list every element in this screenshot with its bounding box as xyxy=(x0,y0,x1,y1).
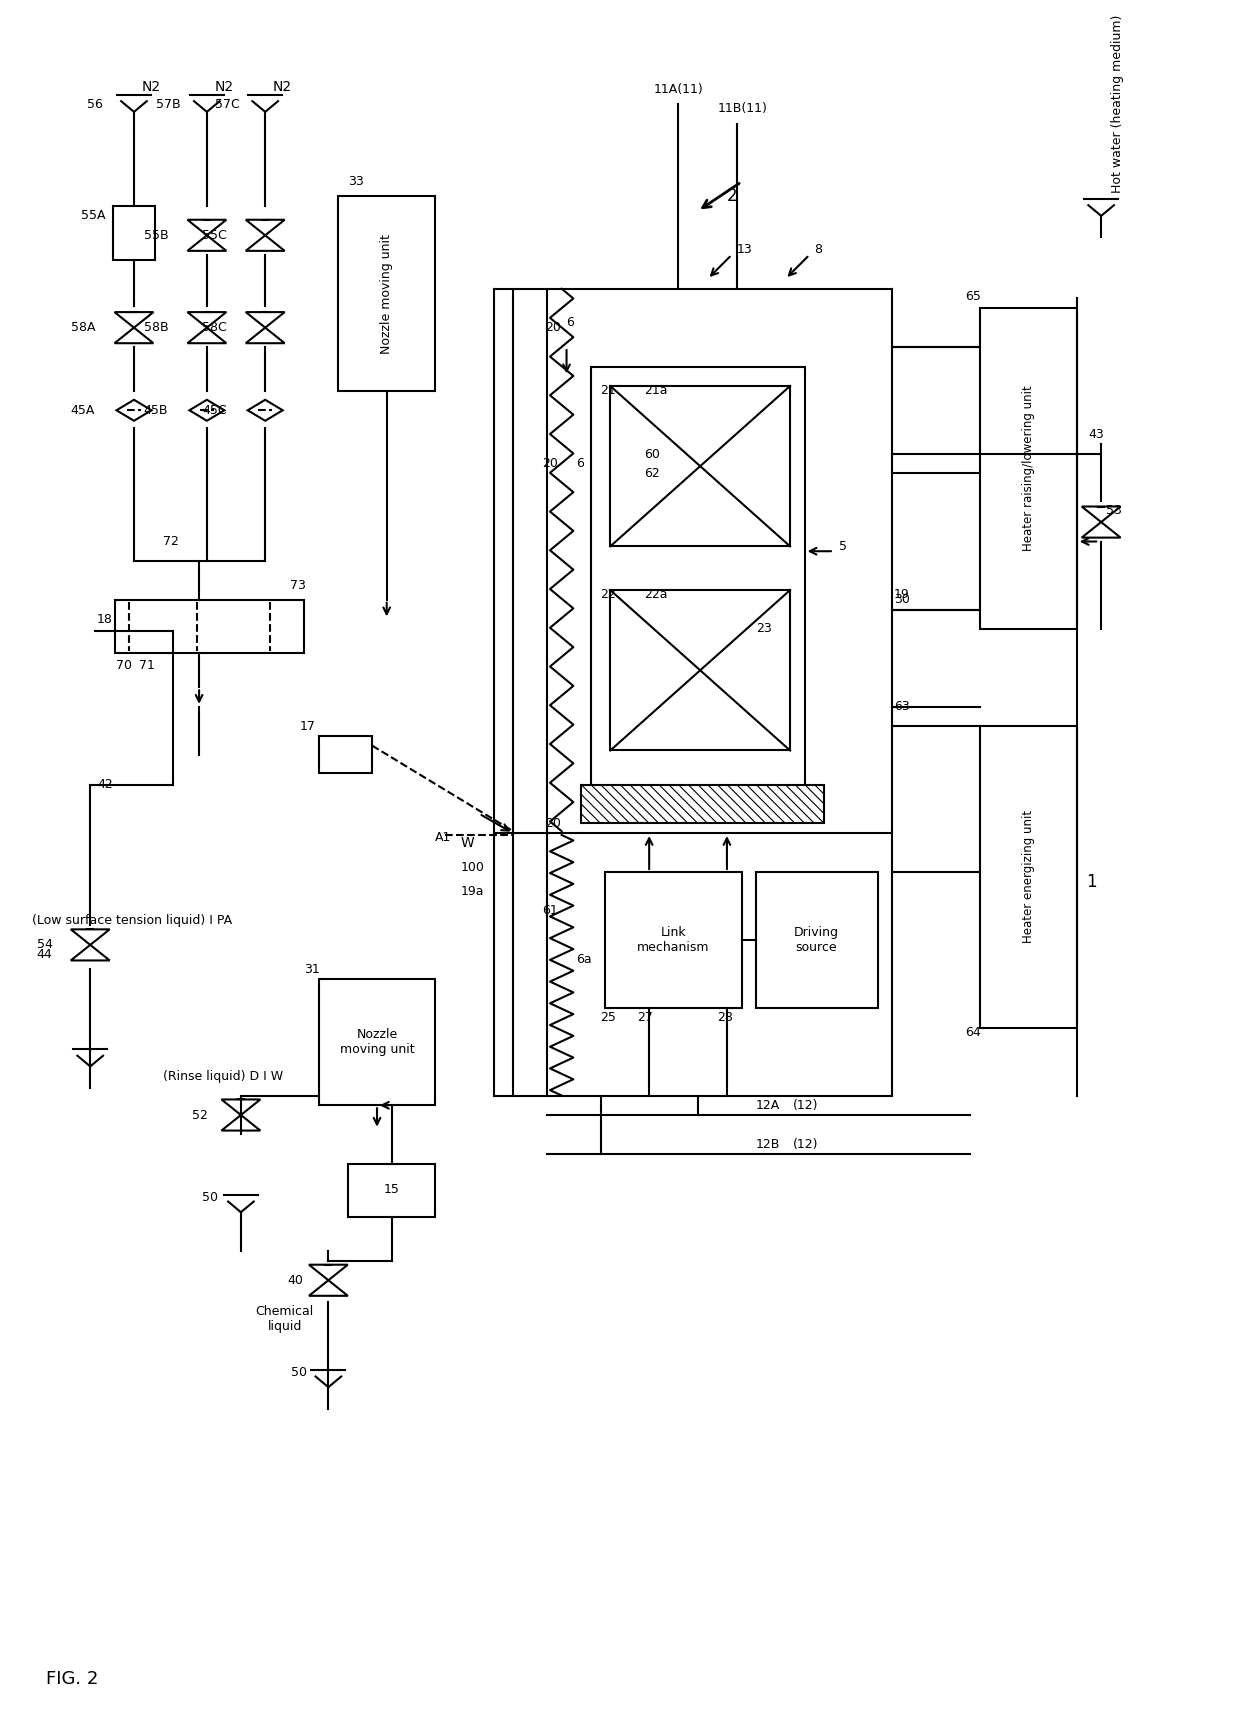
Text: 21: 21 xyxy=(600,384,616,398)
Text: 64: 64 xyxy=(965,1026,981,1038)
Text: 19a: 19a xyxy=(460,885,484,898)
Text: 45C: 45C xyxy=(202,404,227,417)
Text: Chemical
liquid: Chemical liquid xyxy=(255,1305,314,1333)
Text: 33: 33 xyxy=(348,175,363,187)
Text: 52: 52 xyxy=(192,1109,208,1121)
Text: Heater energizing unit: Heater energizing unit xyxy=(1022,811,1034,943)
Text: 23: 23 xyxy=(756,623,771,635)
Text: 20: 20 xyxy=(546,818,560,830)
Text: 50: 50 xyxy=(202,1191,218,1205)
Text: 6a: 6a xyxy=(577,953,591,965)
Text: (Rinse liquid) D I W: (Rinse liquid) D I W xyxy=(164,1069,283,1083)
Text: 54: 54 xyxy=(37,939,52,951)
Text: W: W xyxy=(460,835,475,851)
Text: 45A: 45A xyxy=(71,404,95,417)
Text: Link
mechanism: Link mechanism xyxy=(637,925,709,955)
Bar xyxy=(756,871,878,1009)
Text: 57C: 57C xyxy=(215,97,239,111)
Bar xyxy=(113,207,155,260)
Bar xyxy=(610,385,790,547)
Text: 2: 2 xyxy=(727,187,738,205)
Text: 22a: 22a xyxy=(645,589,668,601)
Bar xyxy=(348,1163,435,1217)
Text: 100: 100 xyxy=(460,861,485,873)
Text: 53: 53 xyxy=(1106,503,1122,517)
Text: 63: 63 xyxy=(894,700,910,713)
Text: A1: A1 xyxy=(435,832,451,844)
Bar xyxy=(339,196,435,391)
Text: (12): (12) xyxy=(794,1099,818,1111)
Text: 55A: 55A xyxy=(81,210,105,222)
Text: 73: 73 xyxy=(289,578,305,592)
Text: 42: 42 xyxy=(97,778,113,792)
Text: 15: 15 xyxy=(383,1184,399,1196)
Bar xyxy=(610,590,790,750)
Text: Hot water (heating medium): Hot water (heating medium) xyxy=(1111,16,1123,193)
Text: 60: 60 xyxy=(645,448,660,460)
Text: 65: 65 xyxy=(965,290,981,304)
Text: 61: 61 xyxy=(542,904,558,917)
Text: N2: N2 xyxy=(273,80,293,94)
Text: FIG. 2: FIG. 2 xyxy=(46,1670,99,1687)
Text: 58B: 58B xyxy=(144,321,169,333)
Text: 30: 30 xyxy=(894,594,910,606)
Text: Nozzle
moving unit: Nozzle moving unit xyxy=(340,1028,414,1055)
Bar xyxy=(605,871,742,1009)
Text: 55C: 55C xyxy=(202,229,227,241)
Bar xyxy=(590,366,805,795)
Text: 44: 44 xyxy=(37,948,52,962)
Bar xyxy=(582,785,825,823)
Text: 21a: 21a xyxy=(645,384,668,398)
Text: 6: 6 xyxy=(577,457,584,470)
Text: 22: 22 xyxy=(600,589,616,601)
Text: 11B(11): 11B(11) xyxy=(717,102,768,116)
Text: 43: 43 xyxy=(1089,429,1105,441)
Text: 28: 28 xyxy=(717,1012,733,1024)
Text: 25: 25 xyxy=(600,1012,616,1024)
Text: 70: 70 xyxy=(117,660,133,672)
Text: N2: N2 xyxy=(141,80,161,94)
Text: 62: 62 xyxy=(645,467,660,479)
Text: 20: 20 xyxy=(546,321,560,333)
Text: 55B: 55B xyxy=(144,229,169,241)
Text: Heater raising/lowering unit: Heater raising/lowering unit xyxy=(1022,385,1034,552)
Text: 1: 1 xyxy=(1086,873,1097,891)
Text: 58A: 58A xyxy=(71,321,95,333)
Text: (Low surface tension liquid) I PA: (Low surface tension liquid) I PA xyxy=(32,915,232,927)
Text: 72: 72 xyxy=(164,535,179,549)
Text: 17: 17 xyxy=(299,720,315,733)
Text: 58C: 58C xyxy=(202,321,227,333)
Text: 40: 40 xyxy=(288,1274,304,1286)
Text: 27: 27 xyxy=(637,1012,653,1024)
Text: 12B: 12B xyxy=(756,1137,780,1151)
Text: 12A: 12A xyxy=(756,1099,780,1111)
Text: 11A(11): 11A(11) xyxy=(653,83,704,95)
Text: Driving
source: Driving source xyxy=(794,925,838,955)
Text: 57B: 57B xyxy=(156,97,181,111)
Text: 45B: 45B xyxy=(144,404,169,417)
Text: 13: 13 xyxy=(737,243,753,257)
Bar xyxy=(319,979,435,1106)
Text: N2: N2 xyxy=(215,80,234,94)
Bar xyxy=(114,601,304,653)
Text: 5: 5 xyxy=(838,540,847,552)
Text: 18: 18 xyxy=(97,613,113,625)
Text: 50: 50 xyxy=(291,1366,308,1378)
Text: 19: 19 xyxy=(894,589,910,601)
Bar xyxy=(980,309,1076,628)
Text: 56: 56 xyxy=(87,97,103,111)
Text: 8: 8 xyxy=(815,243,822,257)
Bar xyxy=(980,726,1076,1028)
Text: (12): (12) xyxy=(794,1137,818,1151)
Text: 6: 6 xyxy=(567,316,574,330)
Text: Nozzle moving unit: Nozzle moving unit xyxy=(381,234,393,354)
Bar xyxy=(319,736,372,773)
Text: 71: 71 xyxy=(139,660,155,672)
Text: 31: 31 xyxy=(304,963,320,976)
Text: 20: 20 xyxy=(542,457,558,470)
